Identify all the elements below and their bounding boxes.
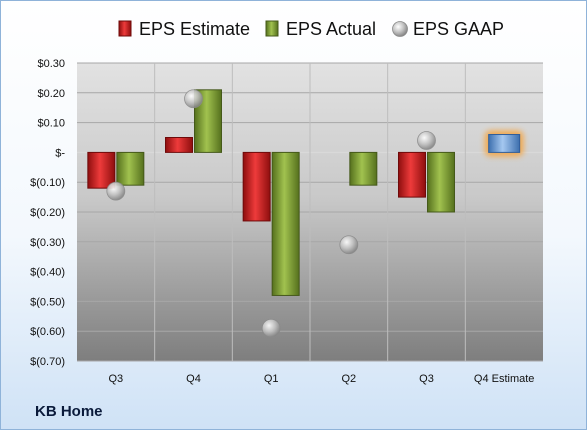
eps-estimate-bar	[87, 151, 116, 189]
y-axis: $0.30 $0.20 $0.10 $- $(0.10) $(0.20) $(0.30) $(…	[30, 58, 65, 368]
y-tick-label: $(0.50)	[30, 296, 65, 308]
company-name: KB Home	[35, 403, 103, 420]
legend-label: EPS Estimate	[139, 19, 250, 39]
legend-estimate-swatch	[118, 20, 132, 37]
legend-label: EPS Actual	[286, 19, 376, 39]
eps-gaap-point	[184, 89, 203, 109]
legend: EPS Estimate EPS Actual EPS GAAP	[118, 19, 504, 39]
y-tick-label: $-	[55, 147, 65, 159]
gaap-points	[106, 89, 436, 338]
y-tick-label: $(0.10)	[30, 177, 65, 189]
x-tick-label: Q4 Estimate	[474, 373, 535, 385]
y-tick-label: $0.20	[37, 88, 65, 100]
legend-actual-swatch	[265, 20, 279, 37]
legend-label: EPS GAAP	[413, 19, 504, 39]
x-tick-label: Q2	[341, 373, 356, 385]
x-tick-label: Q4	[186, 373, 201, 385]
bar-marks	[87, 89, 524, 296]
y-tick-label: $(0.40)	[30, 267, 65, 279]
eps-gaap-point	[417, 131, 436, 150]
eps-forecast-bar	[488, 134, 521, 153]
y-tick-label: $(0.60)	[30, 326, 65, 338]
legend-gaap-swatch	[392, 21, 408, 37]
eps-estimate-bar	[398, 151, 426, 198]
eps-gaap-point	[106, 181, 126, 201]
x-tick-label: Q3	[108, 373, 123, 385]
eps-gaap-point	[339, 235, 359, 255]
y-tick-label: $0.10	[37, 118, 65, 130]
y-tick-label: $(0.30)	[30, 237, 65, 249]
eps-actual-bar	[349, 151, 378, 186]
x-tick-label: Q3	[419, 373, 434, 385]
y-tick-label: $(0.70)	[30, 356, 65, 368]
eps-estimate-bar	[165, 137, 193, 153]
x-axis: Q3 Q4 Q1 Q2 Q3 Q4 Estimate	[108, 373, 534, 385]
x-tick-label: Q1	[264, 373, 279, 385]
gridlines	[77, 62, 543, 362]
eps-actual-bar	[271, 151, 300, 296]
y-tick-label: $0.30	[37, 58, 65, 70]
eps-actual-bar	[427, 151, 455, 213]
eps-estimate-bar	[242, 151, 271, 222]
eps-gaap-point	[261, 318, 281, 338]
y-tick-label: $(0.20)	[30, 207, 65, 219]
eps-actual-bar	[116, 151, 145, 186]
